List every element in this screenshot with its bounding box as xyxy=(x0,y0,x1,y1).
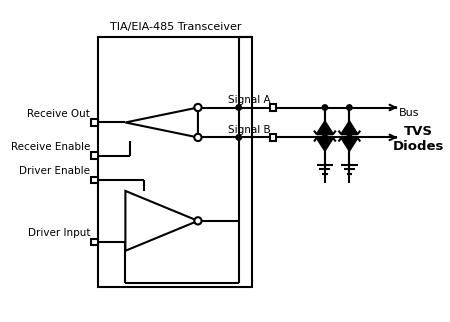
Bar xyxy=(91,239,98,245)
Circle shape xyxy=(236,135,242,140)
Polygon shape xyxy=(126,191,198,251)
Polygon shape xyxy=(341,138,358,151)
Polygon shape xyxy=(126,108,198,137)
Circle shape xyxy=(236,105,242,110)
Text: TVS
Diodes: TVS Diodes xyxy=(393,125,444,153)
Text: Receive Enable: Receive Enable xyxy=(11,142,90,152)
Bar xyxy=(91,119,98,126)
Text: Driver Enable: Driver Enable xyxy=(19,166,90,176)
Text: TIA/EIA-485 Transceiver: TIA/EIA-485 Transceiver xyxy=(109,22,241,32)
Bar xyxy=(91,177,98,183)
Bar xyxy=(270,134,276,141)
Polygon shape xyxy=(317,138,333,151)
Circle shape xyxy=(346,105,352,110)
Circle shape xyxy=(322,135,328,140)
Circle shape xyxy=(322,105,328,110)
Bar xyxy=(270,104,276,111)
Text: Bus: Bus xyxy=(399,109,420,118)
Circle shape xyxy=(194,217,202,224)
Circle shape xyxy=(194,134,202,141)
Text: Signal A: Signal A xyxy=(228,95,270,105)
Circle shape xyxy=(346,135,352,140)
Polygon shape xyxy=(317,122,333,134)
Bar xyxy=(91,152,98,159)
Text: Signal B: Signal B xyxy=(228,125,270,135)
Circle shape xyxy=(194,104,202,111)
Polygon shape xyxy=(341,122,358,134)
Text: Receive Out: Receive Out xyxy=(27,109,90,119)
Bar xyxy=(98,37,252,287)
Text: Driver Input: Driver Input xyxy=(27,228,90,238)
